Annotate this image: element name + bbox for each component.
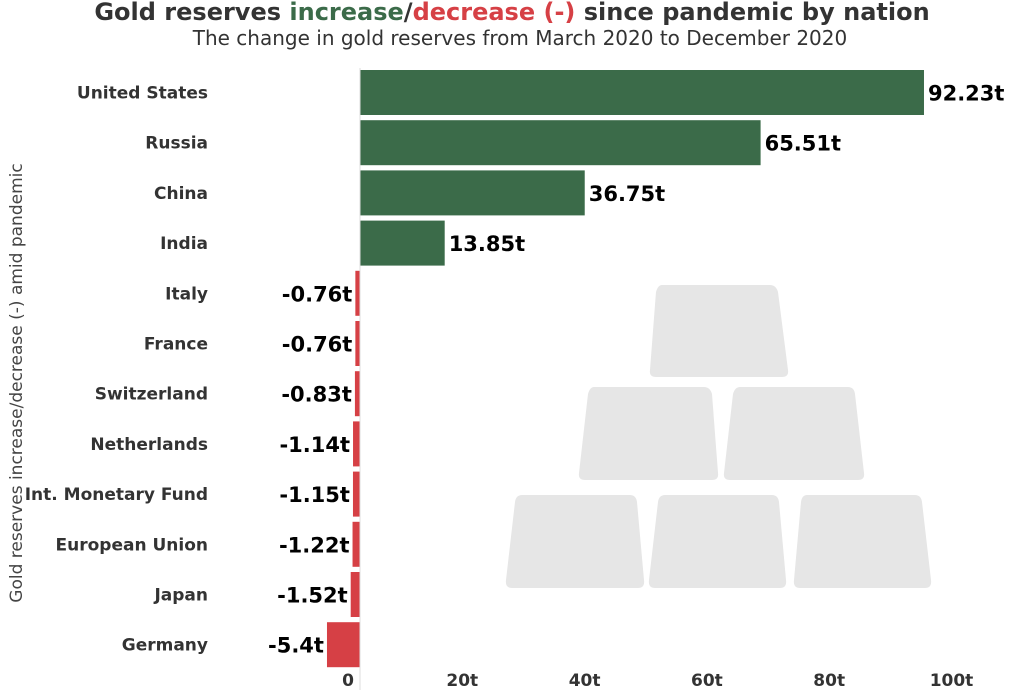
data-label: 13.85t [449,232,525,256]
category-label: China [154,184,208,204]
bar [350,572,360,617]
data-label: 92.23t [928,82,1004,106]
category-label: Japan [153,586,208,606]
gold-bars-icon [505,285,932,588]
bar [360,70,924,115]
category-label: Italy [165,284,208,304]
bar [354,371,360,417]
chart-title: Gold reserves increase/decrease (-) sinc… [94,0,930,26]
data-label: -0.76t [282,333,353,357]
data-label: -1.15t [279,483,350,507]
data-label: -1.52t [277,584,348,608]
data-label: -1.22t [279,533,350,557]
category-label: Int. Monetary Fund [25,485,208,505]
category-label: United States [77,84,208,104]
x-tick-label: 40t [569,671,601,690]
bar [352,521,360,567]
data-label: -1.14t [279,433,350,457]
bar [355,321,360,366]
data-label: 36.75t [589,182,665,206]
data-label: -0.76t [282,282,353,306]
x-tick-label: 60t [691,671,723,690]
category-label: European Union [56,535,209,555]
bar [353,421,360,467]
data-label: -5.4t [268,634,324,658]
x-tick-label: 100t [930,671,974,690]
category-label: Switzerland [95,385,208,405]
bar [326,622,360,668]
category-label: Russia [145,134,208,154]
data-label: -0.83t [281,383,352,407]
bar [355,270,360,316]
bar [352,471,360,517]
category-label: Netherlands [90,435,208,455]
bar [360,170,585,216]
x-tick-label: 80t [813,671,845,690]
x-tick-label: 0 [342,671,354,690]
bar [360,220,445,266]
chart-subtitle: The change in gold reserves from March 2… [192,26,848,50]
data-label: 65.51t [765,132,841,156]
bar [360,120,761,166]
x-tick-label: 20t [446,671,478,690]
category-label: France [144,335,208,355]
category-label: India [160,234,208,254]
category-label: Germany [122,636,208,656]
